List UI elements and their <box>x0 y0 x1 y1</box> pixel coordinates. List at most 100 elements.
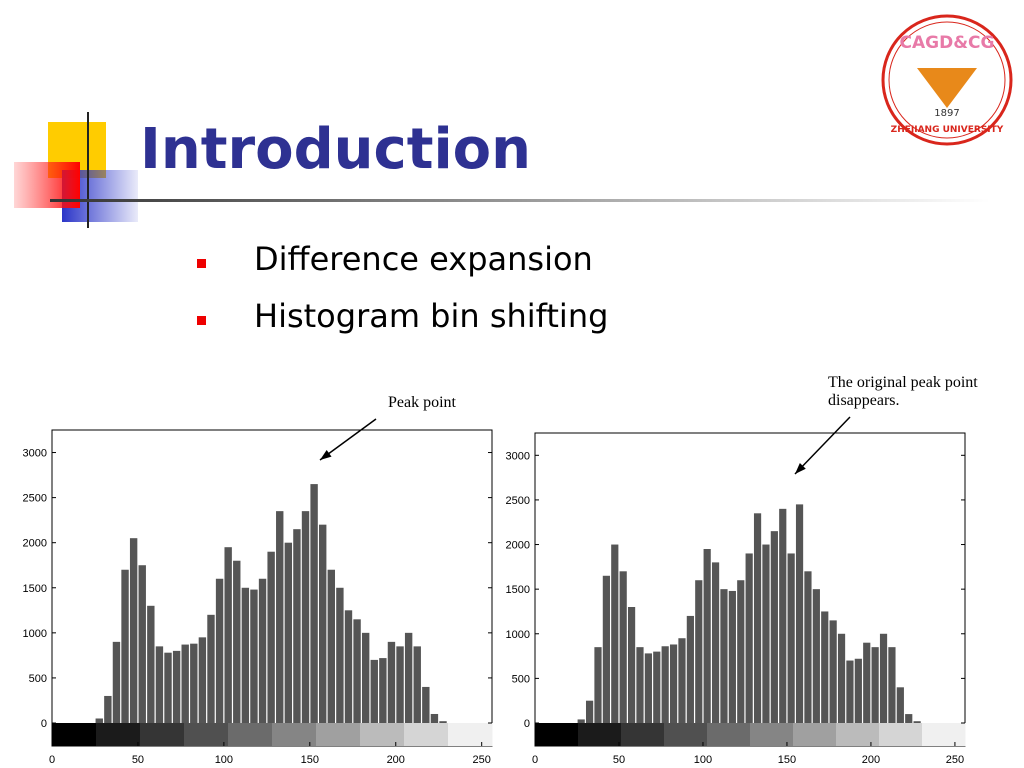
bar <box>379 658 387 723</box>
bar <box>370 659 378 723</box>
x-tick-label: 100 <box>215 754 233 766</box>
bar <box>172 650 181 723</box>
x-tick-label: 250 <box>946 754 964 766</box>
logo-ring <box>888 21 1006 139</box>
x-tick-label: 0 <box>49 754 55 766</box>
colorbar-step <box>360 723 405 746</box>
bar <box>301 511 310 723</box>
histogram: 0 500 1000 1500 2000 2500 3000 0 50 100 150 200 250 T… <box>506 374 979 766</box>
bar <box>804 571 812 723</box>
y-tick-label: 1000 <box>23 628 47 640</box>
x-tick-label: 100 <box>694 754 712 766</box>
colorbar-step <box>316 723 361 746</box>
colorbar-step <box>404 723 449 746</box>
bar <box>404 632 413 723</box>
bar <box>770 531 778 723</box>
bar <box>695 580 703 723</box>
bar <box>753 513 762 723</box>
logo-text: ZHEJIANG UNIVERSITY <box>891 125 1004 135</box>
annotation: Peak point <box>388 394 457 411</box>
bullet-text: Histogram bin shifting <box>254 297 608 335</box>
y-tick-label: 2500 <box>23 493 47 505</box>
bar <box>387 641 396 723</box>
bar <box>602 575 610 723</box>
colorbar-step <box>535 723 579 746</box>
bar <box>913 721 921 723</box>
bar <box>888 647 896 723</box>
bar <box>661 646 669 723</box>
bar <box>95 718 103 723</box>
bar <box>812 589 820 723</box>
bar <box>737 580 745 723</box>
bar <box>795 504 804 723</box>
colorbar-step <box>793 723 837 746</box>
bar <box>686 615 694 723</box>
title-rule <box>50 199 990 202</box>
slide-title: Introduction <box>140 117 531 182</box>
bar <box>430 713 439 723</box>
bar <box>703 549 711 723</box>
bar <box>846 660 854 723</box>
bullet <box>197 259 206 268</box>
x-tick-label: 250 <box>473 754 491 766</box>
bar <box>396 646 404 723</box>
colorbar-step <box>448 723 493 746</box>
bar <box>353 619 361 723</box>
bar <box>653 651 661 723</box>
colorbar-step <box>621 723 665 746</box>
bar <box>129 538 138 723</box>
bar <box>779 508 787 723</box>
bar <box>336 587 344 723</box>
bar <box>585 700 594 723</box>
bar <box>104 695 112 723</box>
bar <box>863 642 871 723</box>
bullet-text: Difference expansion <box>254 240 593 278</box>
logo-emblem <box>917 68 977 108</box>
annotation: The original peak point <box>828 374 978 391</box>
x-tick-label: 50 <box>132 754 144 766</box>
bar <box>276 511 284 723</box>
bar <box>284 542 293 723</box>
bar <box>215 578 224 723</box>
x-tick-label: 200 <box>862 754 880 766</box>
bar <box>319 524 327 723</box>
x-tick-label: 0 <box>532 754 538 766</box>
bar <box>413 646 421 723</box>
bar <box>627 607 636 723</box>
arrow <box>794 416 851 475</box>
bar <box>112 641 121 723</box>
bar <box>594 647 602 723</box>
bar <box>310 484 318 723</box>
y-tick-label: 500 <box>512 673 530 685</box>
y-tick-label: 1500 <box>506 584 530 596</box>
arrow-head <box>795 463 806 474</box>
y-tick-label: 0 <box>41 718 47 730</box>
bar <box>121 569 129 723</box>
bar <box>344 610 353 723</box>
y-tick-label: 1000 <box>506 629 530 641</box>
colorbar-step <box>96 723 141 746</box>
bar <box>711 562 720 723</box>
bar <box>762 544 770 723</box>
bar <box>293 529 301 723</box>
colorbar-step <box>272 723 317 746</box>
bar <box>728 590 736 723</box>
bar <box>267 551 275 723</box>
colorbar-step <box>707 723 751 746</box>
bar <box>327 569 335 723</box>
bar <box>678 638 686 723</box>
bar <box>577 719 585 723</box>
bar <box>190 643 198 723</box>
bar <box>636 647 644 723</box>
bar <box>198 637 207 723</box>
bar <box>422 686 430 723</box>
bar <box>611 544 619 723</box>
colorbar-step <box>922 723 966 746</box>
annotation: disappears. <box>828 392 900 409</box>
colorbar-step <box>879 723 923 746</box>
logo-text: CAGD&CG <box>900 33 995 53</box>
x-tick-label: 150 <box>301 754 319 766</box>
bar <box>854 658 862 723</box>
bar <box>250 589 258 723</box>
